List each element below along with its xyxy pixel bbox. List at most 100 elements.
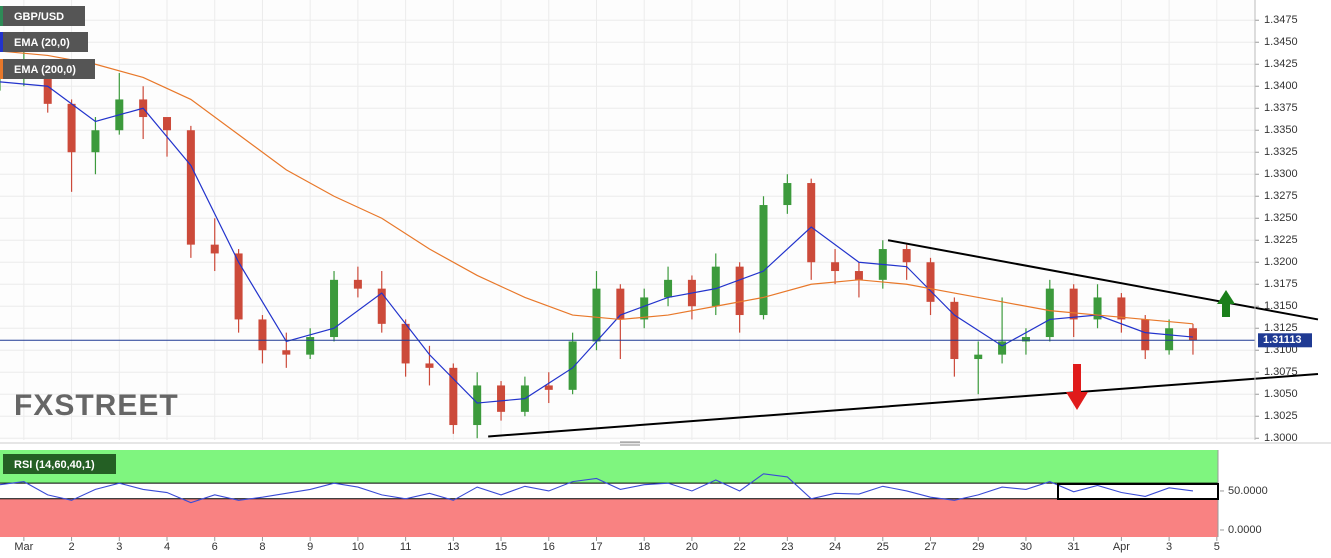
candle-body xyxy=(473,385,482,426)
x-tick-label: 20 xyxy=(686,541,698,553)
down-arrow xyxy=(1066,364,1088,410)
y-tick-label: 1.3350 xyxy=(1264,124,1298,136)
candle-body xyxy=(234,253,243,320)
y-tick-label: 1.3225 xyxy=(1264,234,1298,246)
y-tick-label: 1.3075 xyxy=(1264,366,1298,378)
y-tick-label: 1.3300 xyxy=(1264,168,1298,180)
candle-body xyxy=(497,385,506,412)
candle-body xyxy=(67,103,76,153)
x-tick-label: 2 xyxy=(69,541,75,553)
candle-body xyxy=(1021,337,1030,342)
candle-body xyxy=(616,288,625,320)
y-tick-label: 50.0000 xyxy=(1228,485,1268,497)
candle-body xyxy=(759,205,768,316)
trend-line xyxy=(488,373,1319,438)
x-tick-label: 25 xyxy=(877,541,889,553)
candle-body xyxy=(926,262,935,302)
candle-body xyxy=(306,337,315,355)
x-tick-label: 3 xyxy=(1166,541,1172,553)
x-tick-label: 24 xyxy=(829,541,841,553)
y-tick-label: 1.3375 xyxy=(1264,102,1298,114)
candle-body xyxy=(854,271,863,280)
candle-body xyxy=(950,301,959,360)
last-price-tag xyxy=(1258,333,1312,348)
y-tick-label: 1.3175 xyxy=(1264,278,1298,290)
x-tick-label: 8 xyxy=(259,541,265,553)
legend-box[interactable] xyxy=(0,32,88,52)
resize-handle[interactable] xyxy=(620,441,640,446)
candle-body xyxy=(902,249,911,263)
y-tick-label: 1.3325 xyxy=(1264,146,1298,158)
legend-box[interactable] xyxy=(0,6,85,26)
x-tick-label: 5 xyxy=(1214,541,1220,553)
candle-body xyxy=(186,130,195,245)
price-panel xyxy=(0,0,1255,440)
x-tick-label: 22 xyxy=(734,541,746,553)
candle-body xyxy=(544,385,553,390)
legend: GBP/USD EMA (20,0) EMA (200,0) RSI (14,6… xyxy=(0,6,116,474)
x-tick-label: 30 xyxy=(1020,541,1032,553)
candle-body xyxy=(1165,328,1174,351)
y-tick-label: 1.3025 xyxy=(1264,410,1298,422)
x-tick-label: 4 xyxy=(164,541,170,553)
up-arrow xyxy=(1217,290,1235,317)
candle-body xyxy=(1188,328,1197,341)
y-tick-label: 1.3450 xyxy=(1264,36,1298,48)
candle-body xyxy=(1045,288,1054,338)
y-tick-label: 1.3050 xyxy=(1264,388,1298,400)
y-tick-label: 1.3250 xyxy=(1264,212,1298,224)
candle-body xyxy=(807,183,816,263)
y-tick-label: 1.3000 xyxy=(1264,432,1298,444)
x-tick-label: 18 xyxy=(638,541,650,553)
x-tick-label: 15 xyxy=(495,541,507,553)
legend-label: EMA (20,0) xyxy=(14,37,70,49)
legend-box[interactable] xyxy=(3,454,116,474)
watermark: FXSTREET xyxy=(14,389,179,422)
ema-line xyxy=(0,50,1194,325)
neutral-zone xyxy=(0,483,1218,499)
candle-body xyxy=(1069,288,1078,320)
x-tick-label: 17 xyxy=(590,541,602,553)
candle-body xyxy=(592,288,601,342)
x-tick-label: 13 xyxy=(447,541,459,553)
x-tick-label: 23 xyxy=(781,541,793,553)
candle-body xyxy=(449,367,458,426)
x-tick-label: Apr xyxy=(1113,541,1130,553)
legend-box[interactable] xyxy=(0,59,95,79)
legend-label: GBP/USD xyxy=(14,11,64,23)
candle-body xyxy=(282,350,291,355)
candle-body xyxy=(1093,297,1102,320)
candle-body xyxy=(664,279,673,298)
candle-body xyxy=(998,341,1007,355)
candle-body xyxy=(163,117,172,131)
candle-body xyxy=(330,279,339,338)
candle-body xyxy=(425,363,434,368)
candle-body xyxy=(377,288,386,324)
y-tick-label: 1.3125 xyxy=(1264,322,1298,334)
lower-zone xyxy=(0,498,1218,537)
candle-body xyxy=(568,341,577,390)
y-tick-label: 1.3200 xyxy=(1264,256,1298,268)
legend-swatch xyxy=(0,59,3,79)
candle-body xyxy=(735,266,744,316)
trend-line xyxy=(887,239,1319,321)
x-tick-label: 9 xyxy=(307,541,313,553)
x-tick-label: 3 xyxy=(116,541,122,553)
y-tick-label: 1.3425 xyxy=(1264,58,1298,70)
candle-body xyxy=(210,244,219,254)
x-tick-label: 31 xyxy=(1068,541,1080,553)
y-tick-label: 1.3400 xyxy=(1264,80,1298,92)
x-tick-label: 11 xyxy=(400,541,411,553)
candle-body xyxy=(1117,297,1126,320)
last-price-label: 1.31113 xyxy=(1263,334,1302,346)
legend-swatch xyxy=(0,32,3,52)
candle-body xyxy=(831,262,840,272)
candle-body xyxy=(783,183,792,206)
x-tick-label: 29 xyxy=(972,541,984,553)
candle-body xyxy=(43,64,52,104)
legend-swatch xyxy=(0,6,3,26)
highlight-box xyxy=(1057,483,1219,500)
x-tick-label: 10 xyxy=(352,541,364,553)
legend-label: EMA (200,0) xyxy=(14,64,76,76)
